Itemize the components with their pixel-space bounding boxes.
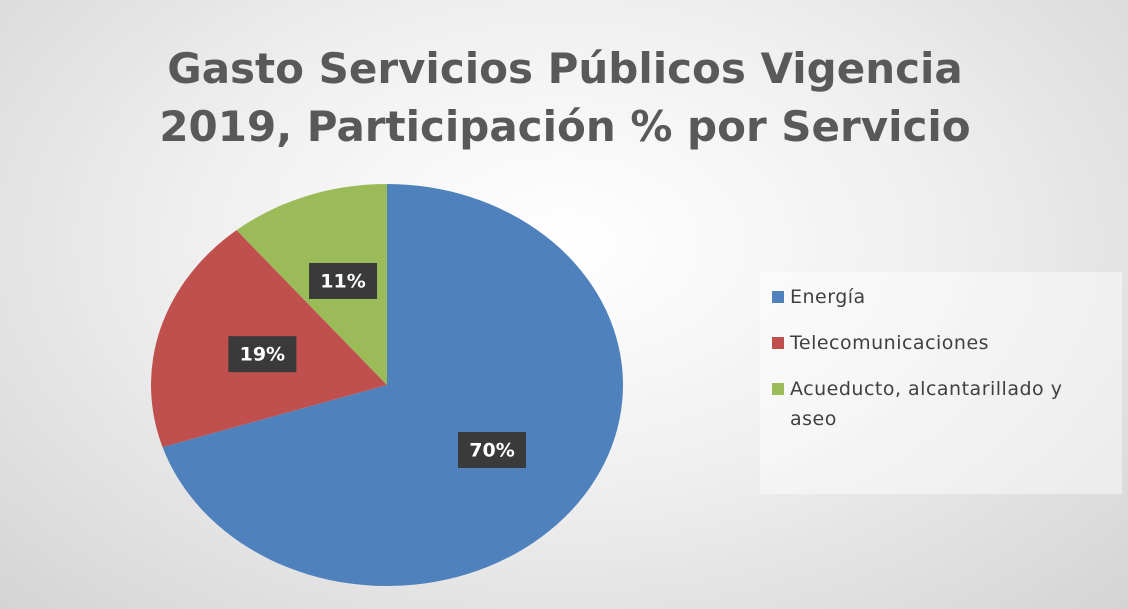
legend: Energía Telecomunicaciones Acueducto, alca… xyxy=(760,272,1122,494)
legend-swatch xyxy=(772,337,784,349)
legend-item: Acueducto, alcantarillado y aseo xyxy=(772,374,1110,434)
data-label-box xyxy=(309,262,378,299)
data-label-text: 70% xyxy=(469,439,514,461)
legend-label: Acueducto, alcantarillado y aseo xyxy=(790,378,1063,430)
data-label: 70% xyxy=(458,431,527,468)
data-label-text: 19% xyxy=(240,344,285,366)
data-label-text: 11% xyxy=(320,270,365,292)
data-label: 11% xyxy=(309,262,378,299)
legend-swatch xyxy=(772,383,784,395)
legend-item: Energía xyxy=(772,282,1110,312)
pie-slice xyxy=(162,184,623,586)
data-label-box xyxy=(228,336,297,373)
legend-item: Telecomunicaciones xyxy=(772,328,1110,358)
legend-label: Telecomunicaciones xyxy=(790,332,990,354)
chart-title: Gasto Servicios Públicos Vigencia 2019, … xyxy=(159,44,971,151)
legend-swatch xyxy=(772,291,784,303)
data-label: 19% xyxy=(228,336,297,373)
data-label-box xyxy=(458,431,527,468)
legend-label: Energía xyxy=(790,286,866,308)
